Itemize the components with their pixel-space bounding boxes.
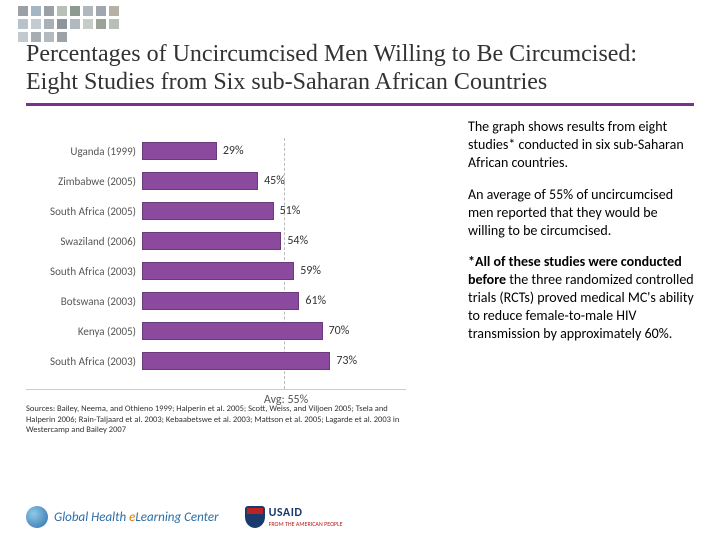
bar-track: 54% — [142, 232, 406, 250]
bar — [142, 262, 294, 280]
chart-row: South Africa (2003) 59% — [26, 256, 406, 286]
footer-logos: Global Health eLearning Center USAID FRO… — [26, 506, 694, 528]
bar-track: 45% — [142, 172, 406, 190]
row-label: Botswana (2003) — [26, 295, 142, 308]
usaid-text: USAID — [269, 506, 343, 520]
chart-row: Uganda (1999) 29% — [26, 136, 406, 166]
bar-value-label: 73% — [332, 352, 357, 370]
side-text: The graph shows results from eight studi… — [468, 118, 694, 357]
title-underline — [26, 103, 694, 106]
bar-track: 51% — [142, 202, 406, 220]
ghel-text: Global Health eLearning Center — [54, 510, 219, 525]
paragraph-1: The graph shows results from eight studi… — [468, 118, 694, 172]
title-block: Percentages of Uncircumcised Men Willing… — [26, 40, 694, 106]
bar-value-label: 59% — [296, 262, 321, 280]
bar — [142, 232, 281, 250]
paragraph-3: *All of these studies were conducted bef… — [468, 253, 694, 343]
row-label: South Africa (2003) — [26, 355, 142, 368]
bar — [142, 172, 258, 190]
page-title: Percentages of Uncircumcised Men Willing… — [26, 40, 694, 97]
bar-track: 59% — [142, 262, 406, 280]
bar-value-label: 51% — [276, 202, 301, 220]
chart-row: Botswana (2003) 61% — [26, 286, 406, 316]
usaid-subtext: FROM THE AMERICAN PEOPLE — [269, 520, 343, 528]
bar-track: 61% — [142, 292, 406, 310]
chart-rows: Uganda (1999) 29% Zimbabwe (2005) 45% South … — [26, 132, 406, 376]
bar-value-label: 45% — [260, 172, 285, 190]
bar — [142, 322, 323, 340]
bar — [142, 202, 274, 220]
bar — [142, 142, 217, 160]
chart-row: Swaziland (2006) 54% — [26, 226, 406, 256]
row-label: Zimbabwe (2005) — [26, 175, 142, 188]
bar-track: 29% — [142, 142, 406, 160]
row-label: South Africa (2003) — [26, 265, 142, 278]
bar-value-label: 61% — [301, 292, 326, 310]
chart-row: Zimbabwe (2005) 45% — [26, 166, 406, 196]
decorative-squares — [18, 6, 119, 42]
usaid-text-block: USAID FROM THE AMERICAN PEOPLE — [269, 506, 343, 528]
row-label: Uganda (1999) — [26, 145, 142, 158]
logo-usaid: USAID FROM THE AMERICAN PEOPLE — [245, 506, 343, 528]
bar — [142, 352, 330, 370]
bar-value-label: 29% — [219, 142, 244, 160]
ghel-pre: Global Health — [54, 510, 129, 525]
chart-row: South Africa (2003) 73% — [26, 346, 406, 376]
bar-chart: Uganda (1999) 29% Zimbabwe (2005) 45% South … — [26, 132, 406, 390]
logo-global-health: Global Health eLearning Center — [26, 506, 219, 528]
bar — [142, 292, 299, 310]
globe-icon — [26, 506, 48, 528]
sources-text: Sources: Bailey, Neema, and Othieno 1999… — [26, 404, 406, 436]
chart-row: South Africa (2005) 51% — [26, 196, 406, 226]
bar-track: 73% — [142, 352, 406, 370]
row-label: South Africa (2005) — [26, 205, 142, 218]
chart-row: Kenya (2005) 70% — [26, 316, 406, 346]
bar-value-label: 54% — [283, 232, 308, 250]
bar-value-label: 70% — [325, 322, 350, 340]
row-label: Kenya (2005) — [26, 325, 142, 338]
ghel-post: Learning Center — [135, 510, 218, 525]
paragraph-2: An average of 55% of uncircumcised men r… — [468, 186, 694, 240]
usaid-shield-icon — [245, 506, 265, 528]
bar-track: 70% — [142, 322, 406, 340]
row-label: Swaziland (2006) — [26, 235, 142, 248]
